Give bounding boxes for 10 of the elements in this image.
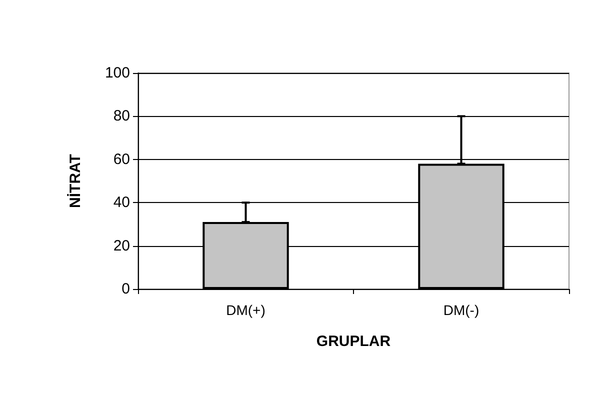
x-axis-title: GRUPLAR (316, 333, 391, 350)
y-tick-label: 80 (113, 108, 130, 125)
y-tick-label: 60 (113, 150, 130, 168)
y-tick-label: 100 (104, 64, 130, 82)
y-tick-label: 40 (113, 194, 130, 212)
y-tick-label: 20 (113, 237, 130, 254)
y-axis-title: NİTRAT (67, 154, 84, 208)
x-tick-label: DM(+) (226, 302, 266, 318)
y-tick-label: 0 (122, 280, 130, 298)
x-tick-label: DM(-) (443, 302, 480, 318)
